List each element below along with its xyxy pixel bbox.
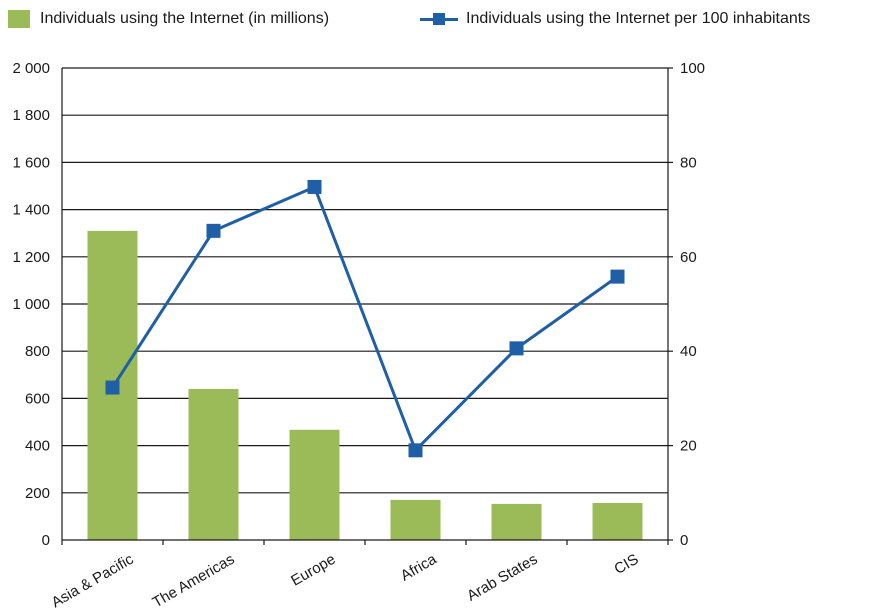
legend-item-bar: Individuals using the Internet (in milli… bbox=[8, 10, 329, 28]
y-right-tick-label: 20 bbox=[680, 438, 697, 455]
legend-label-line: Individuals using the Internet per 100 i… bbox=[466, 10, 811, 27]
bar bbox=[491, 503, 542, 540]
x-tick-label: CIS bbox=[611, 551, 641, 578]
y-right-tick-label: 60 bbox=[680, 249, 697, 266]
x-tick-label: Arab States bbox=[464, 551, 540, 605]
legend-label-bar: Individuals using the Internet (in milli… bbox=[40, 10, 330, 27]
bar bbox=[390, 499, 441, 540]
y-left-tick-label: 1 400 bbox=[12, 202, 50, 219]
line-point bbox=[509, 341, 524, 356]
legend-swatch-bar bbox=[8, 10, 30, 28]
x-tick-label: Europe bbox=[288, 551, 338, 590]
bar bbox=[592, 502, 643, 540]
y-left-tick-label: 2 000 bbox=[12, 60, 50, 77]
y-left-tick-label: 400 bbox=[25, 438, 50, 455]
chart-legend: Individuals using the Internet (in milli… bbox=[0, 0, 883, 40]
y-right-tick-label: 100 bbox=[680, 60, 705, 77]
y-left-tick-label: 1 200 bbox=[12, 249, 50, 266]
x-tick-label: Asia & Pacific bbox=[49, 550, 137, 611]
y-left-tick-label: 0 bbox=[42, 532, 50, 549]
y-right-tick-label: 80 bbox=[680, 154, 697, 171]
line-point bbox=[610, 269, 625, 284]
y-left-tick-label: 1 800 bbox=[12, 107, 50, 124]
y-right-tick-label: 40 bbox=[680, 343, 697, 360]
y-left-tick-label: 1 600 bbox=[12, 154, 50, 171]
line-point bbox=[206, 223, 221, 238]
y-left-tick-label: 800 bbox=[25, 343, 50, 360]
bar bbox=[188, 388, 239, 540]
y-right-tick-label: 0 bbox=[680, 532, 688, 549]
y-left-tick-label: 1 000 bbox=[12, 296, 50, 313]
y-left-tick-label: 600 bbox=[25, 390, 50, 407]
line-point bbox=[105, 380, 120, 395]
line-point bbox=[408, 443, 423, 458]
legend-item-line: Individuals using the Internet per 100 i… bbox=[420, 10, 810, 28]
line-point bbox=[307, 179, 322, 194]
x-tick-label: Africa bbox=[398, 550, 440, 584]
legend-swatch-line bbox=[420, 12, 458, 26]
line-series bbox=[111, 185, 619, 452]
x-tick-label: The Americas bbox=[150, 551, 238, 612]
bar bbox=[289, 429, 340, 540]
y-left-tick-label: 200 bbox=[25, 485, 50, 502]
